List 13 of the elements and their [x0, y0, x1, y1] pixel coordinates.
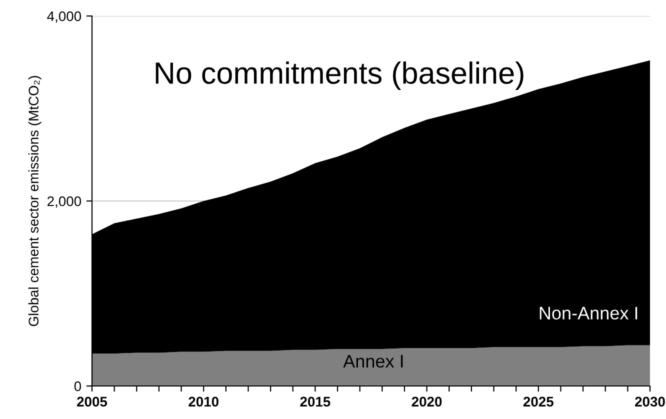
x-tick-label: 2005 — [77, 396, 108, 407]
x-tick-label: 2025 — [523, 396, 554, 407]
annotation: No commitments (baseline) — [156, 62, 524, 90]
y-tick-label: 4,000 — [47, 11, 82, 23]
series-label: Annex I — [343, 355, 403, 368]
x-tick-label: 2010 — [188, 396, 218, 407]
y-axis-title: Global cement sector emissions (MtCO₂) — [28, 76, 42, 326]
x-tick-label: 2020 — [412, 396, 442, 407]
y-tick-label: 2,000 — [48, 196, 82, 208]
y-tick-label: 0 — [74, 381, 82, 392]
x-tick-label: 2030 — [635, 396, 665, 407]
x-tick-label: 2015 — [300, 396, 330, 407]
series-label: Non-Annex I — [540, 306, 638, 320]
